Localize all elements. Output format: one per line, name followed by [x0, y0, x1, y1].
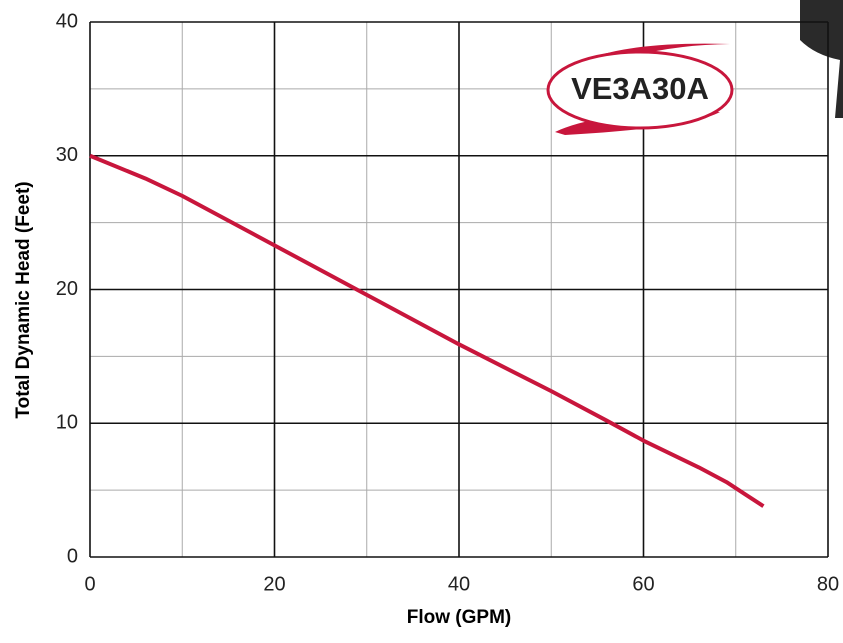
plot [89, 153, 765, 508]
x-tick-label: 40 [448, 573, 470, 595]
x-tick-label: 80 [817, 573, 839, 595]
badge-ring [546, 50, 734, 130]
product-image [800, 0, 843, 118]
line-series [89, 153, 765, 508]
x-tick-label: 0 [84, 573, 95, 595]
x-axis-label: Flow (GPM) [407, 607, 511, 628]
y-tick-label: 40 [56, 10, 78, 32]
x-tick-label: 20 [263, 573, 285, 595]
y-tick-label: 20 [56, 278, 78, 300]
y-tick-label: 0 [67, 545, 78, 567]
badge: VE3A30A [546, 43, 734, 135]
y-axis-label: Total Dynamic Head (Feet) [13, 181, 34, 418]
y-tick-label: 10 [56, 412, 78, 434]
y-tick-label: 30 [56, 144, 78, 166]
badge-text: VE3A30A [571, 71, 709, 106]
x-tick-label: 60 [632, 573, 654, 595]
